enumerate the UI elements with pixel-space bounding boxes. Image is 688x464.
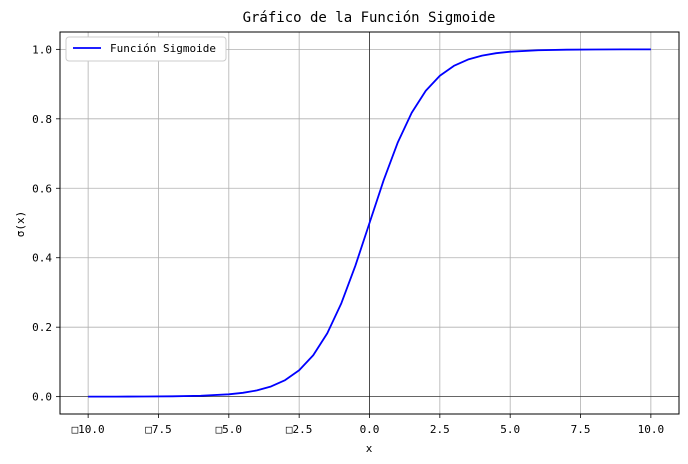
y-tick-label: 0.4	[32, 252, 52, 265]
y-axis-label: σ(x)	[14, 211, 27, 238]
x-ticks: □10.0 □7.5 □5.0 □2.5 0.0 2.5 5.0 7.5 10.0	[72, 414, 665, 436]
x-tick-label: 2.5	[430, 423, 450, 436]
x-tick-label: □7.5	[145, 423, 172, 436]
x-tick-label: 0.0	[360, 423, 380, 436]
x-tick-label: 10.0	[638, 423, 665, 436]
series-line-sigmoid	[88, 48, 651, 398]
x-axis-label: x	[366, 442, 373, 455]
chart-title: Gráfico de la Función Sigmoide	[243, 10, 496, 26]
x-tick-label: □2.5	[286, 423, 313, 436]
y-tick-label: 0.6	[32, 182, 52, 195]
legend-label: Función Sigmoide	[110, 42, 216, 55]
x-tick-label: □5.0	[216, 423, 243, 436]
x-tick-label: 5.0	[500, 423, 520, 436]
y-tick-label: 0.2	[32, 321, 52, 334]
y-tick-label: 0.8	[32, 113, 52, 126]
y-tick-label: 0.0	[32, 391, 52, 404]
legend: Función Sigmoide	[65, 36, 227, 62]
y-tick-label: 1.0	[32, 43, 52, 56]
series-layer	[88, 48, 651, 398]
x-tick-label: □10.0	[72, 423, 105, 436]
legend-box	[65, 36, 227, 62]
y-ticks: 0.0 0.2 0.4 0.6 0.8 1.0	[32, 43, 60, 404]
x-tick-label: 7.5	[571, 423, 591, 436]
